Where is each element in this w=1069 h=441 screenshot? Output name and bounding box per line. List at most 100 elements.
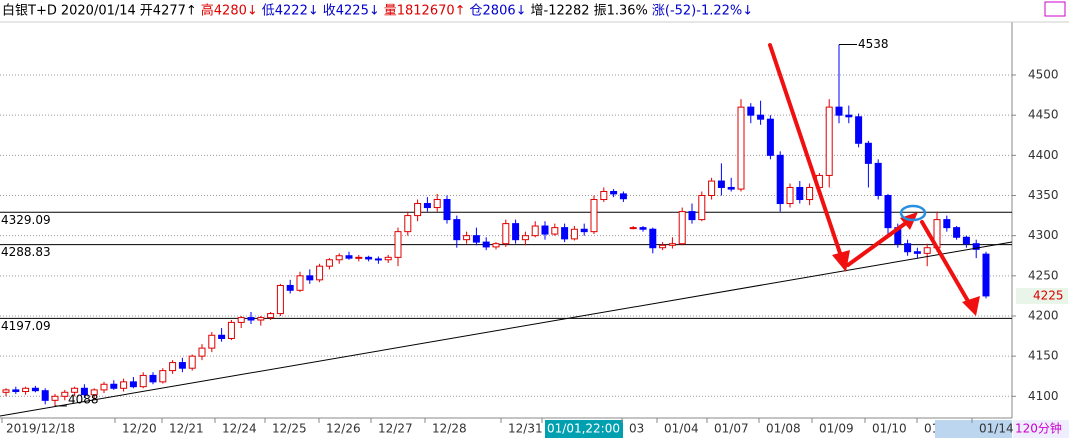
candle-body xyxy=(708,180,716,197)
candle-body xyxy=(659,244,667,249)
candle-body xyxy=(404,215,412,233)
arrow xyxy=(768,43,845,264)
candle-body xyxy=(149,374,157,383)
candle-body xyxy=(394,231,402,258)
candle-body xyxy=(796,186,804,201)
x-label-highlight xyxy=(545,420,623,438)
candle-body xyxy=(472,235,480,243)
period-box xyxy=(1013,420,1069,438)
y-tick-label: 4500 xyxy=(1028,68,1059,82)
x-tick-label: 12/21 xyxy=(169,422,204,436)
candle-body xyxy=(247,317,255,321)
header-item: 低4222↓ xyxy=(262,4,319,19)
arrow xyxy=(920,220,974,310)
candle-body xyxy=(698,195,706,221)
candle-body xyxy=(90,389,98,396)
level-label: 4197.09 xyxy=(1,319,51,333)
candle-body xyxy=(619,193,627,200)
candle-body xyxy=(913,251,921,254)
last-price-label: 4225 xyxy=(1033,288,1064,302)
corner-box[interactable] xyxy=(1044,1,1066,17)
candle-body xyxy=(335,255,343,261)
candle-body xyxy=(757,114,765,120)
candle-body xyxy=(80,387,88,396)
candle-body xyxy=(747,106,755,116)
candle-body xyxy=(845,114,853,118)
candle-body xyxy=(610,190,618,195)
max-label: 4538 xyxy=(858,37,889,51)
candle-body xyxy=(345,255,353,259)
candle-body xyxy=(296,275,304,291)
candle-body xyxy=(639,227,647,230)
candle-body xyxy=(717,180,725,188)
candle-body xyxy=(110,383,118,389)
candle-body xyxy=(2,389,10,393)
candle-body xyxy=(433,199,441,209)
x-tick-label: 03 xyxy=(629,422,644,436)
header-item: 仓2806↓ xyxy=(470,4,527,19)
candle-body xyxy=(855,116,863,144)
candle-body xyxy=(139,374,147,388)
y-tick-label: 4450 xyxy=(1028,108,1059,122)
candle-body xyxy=(884,195,892,229)
trend-line xyxy=(0,241,1013,417)
header-item: 涨(-52)-1.22%↓ xyxy=(652,4,753,19)
candle-body xyxy=(129,381,137,388)
candle-body xyxy=(512,223,520,241)
candle-body xyxy=(492,243,500,248)
candle-body xyxy=(227,321,235,339)
candle-body xyxy=(502,223,510,245)
period-label: 120分钟 xyxy=(1015,421,1062,436)
candle-body xyxy=(541,225,549,235)
candle-body xyxy=(374,258,382,261)
x-tick-label: 12/28 xyxy=(432,422,467,436)
candle-body xyxy=(384,256,392,261)
candle-body xyxy=(825,106,833,176)
candle-body xyxy=(276,284,284,315)
candle-body xyxy=(590,199,598,233)
header-item: 2020/01/14 xyxy=(61,4,136,19)
candle-body xyxy=(972,243,980,250)
candle-body xyxy=(766,118,774,156)
candle-body xyxy=(188,355,196,369)
candle-body xyxy=(551,227,559,235)
candle-body xyxy=(453,219,461,241)
candle-body xyxy=(521,235,529,241)
candle-body xyxy=(835,106,843,116)
candle-body xyxy=(727,186,735,190)
x-tick-label: 12/24 xyxy=(222,422,257,436)
arrow xyxy=(846,218,912,267)
candle-body xyxy=(943,219,951,229)
candle-body xyxy=(561,227,569,240)
candle-body xyxy=(688,211,696,221)
candle-body xyxy=(864,142,872,164)
header-item: 量1812670↑ xyxy=(384,4,466,19)
candle-body xyxy=(31,387,39,392)
candle-body xyxy=(355,256,363,259)
y-tick-label: 4200 xyxy=(1028,308,1059,322)
candle-body xyxy=(668,243,676,246)
candle-body xyxy=(316,265,324,281)
arrows xyxy=(768,43,974,310)
x-tick-label: 01/04 xyxy=(664,422,699,436)
x-tick-label: 01/08 xyxy=(766,422,801,436)
x-tick-label: 12/27 xyxy=(378,422,413,436)
y-tick-label: 4400 xyxy=(1028,148,1059,162)
candle-body xyxy=(61,391,69,397)
arrow-head xyxy=(962,296,980,316)
candle-body xyxy=(423,203,431,209)
y-tick-label: 4100 xyxy=(1028,389,1059,403)
candle-body xyxy=(786,186,794,205)
plot xyxy=(0,44,1012,406)
candle-body xyxy=(286,284,294,291)
candle-body xyxy=(208,334,216,349)
candle-body xyxy=(159,370,167,383)
y-tick-label: 4350 xyxy=(1028,188,1059,202)
candle-body xyxy=(982,253,990,297)
candle-body xyxy=(443,199,451,221)
x-tick-label: 12/25 xyxy=(272,422,307,436)
x-tick-label: 01/10 xyxy=(872,422,907,436)
candle-body xyxy=(874,162,882,197)
candle-body xyxy=(120,381,128,389)
candle-body xyxy=(904,243,912,253)
